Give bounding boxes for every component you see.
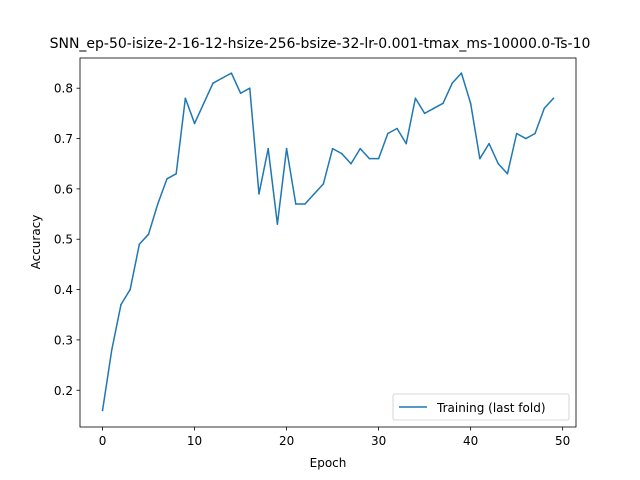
data-point bbox=[377, 157, 380, 160]
legend-box bbox=[392, 393, 570, 421]
data-point bbox=[341, 152, 343, 155]
plot-area-frame bbox=[79, 57, 577, 428]
data-point bbox=[276, 223, 279, 225]
data-point bbox=[525, 137, 527, 140]
data-point bbox=[469, 102, 472, 105]
data-point bbox=[460, 72, 463, 74]
data-point bbox=[239, 92, 242, 94]
data-point bbox=[230, 72, 233, 74]
data-point bbox=[414, 97, 417, 100]
data-point bbox=[285, 147, 288, 150]
data-point bbox=[249, 87, 251, 89]
legend: Training (last fold) bbox=[392, 393, 570, 421]
data-point bbox=[331, 147, 334, 150]
data-point bbox=[451, 82, 453, 84]
data-point bbox=[101, 409, 104, 412]
data-point bbox=[120, 303, 122, 306]
y-tick-label: 0.2 bbox=[54, 384, 73, 398]
x-tick-label: 40 bbox=[463, 434, 478, 448]
x-tick-label: 50 bbox=[555, 434, 570, 448]
data-point bbox=[515, 132, 518, 135]
data-point bbox=[203, 102, 205, 105]
data-point bbox=[138, 243, 141, 246]
x-tick-label: 30 bbox=[371, 434, 386, 448]
data-point bbox=[147, 233, 150, 235]
y-tick-label: 0.8 bbox=[54, 82, 73, 96]
x-tick-label: 0 bbox=[99, 434, 107, 448]
y-tick-label: 0.3 bbox=[54, 333, 73, 347]
data-point bbox=[304, 203, 306, 205]
data-point bbox=[387, 132, 389, 135]
data-point bbox=[175, 173, 177, 175]
data-point bbox=[111, 349, 113, 351]
data-point bbox=[359, 147, 361, 150]
data-point bbox=[442, 102, 444, 105]
data-point bbox=[267, 147, 269, 150]
data-point bbox=[423, 112, 426, 115]
data-point bbox=[497, 162, 499, 165]
data-point bbox=[543, 107, 545, 110]
x-axis-ticks: 0 10 20 30 40 50 bbox=[99, 427, 570, 448]
data-point bbox=[313, 193, 315, 195]
y-tick-label: 0.6 bbox=[54, 182, 73, 196]
data-point bbox=[488, 142, 490, 145]
data-point bbox=[479, 157, 481, 160]
data-point bbox=[534, 132, 536, 135]
y-tick-label: 0.5 bbox=[54, 233, 73, 247]
data-point bbox=[368, 157, 371, 160]
y-axis-label: Accuracy bbox=[29, 215, 43, 270]
legend-label: Training (last fold) bbox=[436, 401, 546, 415]
data-point bbox=[129, 288, 131, 291]
data-point bbox=[258, 193, 260, 195]
data-point bbox=[221, 77, 223, 79]
data-point bbox=[212, 82, 214, 84]
data-point bbox=[166, 178, 168, 180]
data-point bbox=[396, 127, 398, 130]
data-point bbox=[193, 122, 196, 125]
x-tick-label: 10 bbox=[187, 434, 202, 448]
data-point bbox=[506, 173, 509, 175]
plot-lines bbox=[101, 72, 555, 412]
data-point bbox=[184, 97, 187, 100]
x-axis-label: Epoch bbox=[310, 456, 347, 470]
y-tick-label: 0.7 bbox=[54, 132, 73, 146]
x-tick-label: 20 bbox=[279, 434, 294, 448]
y-tick-label: 0.4 bbox=[54, 283, 73, 297]
data-point bbox=[350, 162, 352, 165]
series-line-0 bbox=[101, 72, 555, 412]
data-point bbox=[405, 142, 407, 145]
data-point bbox=[433, 107, 435, 110]
data-point bbox=[295, 203, 297, 205]
chart-title: SNN_ep-50-isize-2-16-12-hsize-256-bsize-… bbox=[50, 36, 591, 52]
data-point bbox=[322, 183, 325, 185]
y-axis-ticks: 0.2 0.3 0.4 0.5 0.6 0.7 0.8 bbox=[54, 82, 80, 398]
data-point bbox=[157, 203, 159, 205]
data-point bbox=[552, 97, 555, 100]
